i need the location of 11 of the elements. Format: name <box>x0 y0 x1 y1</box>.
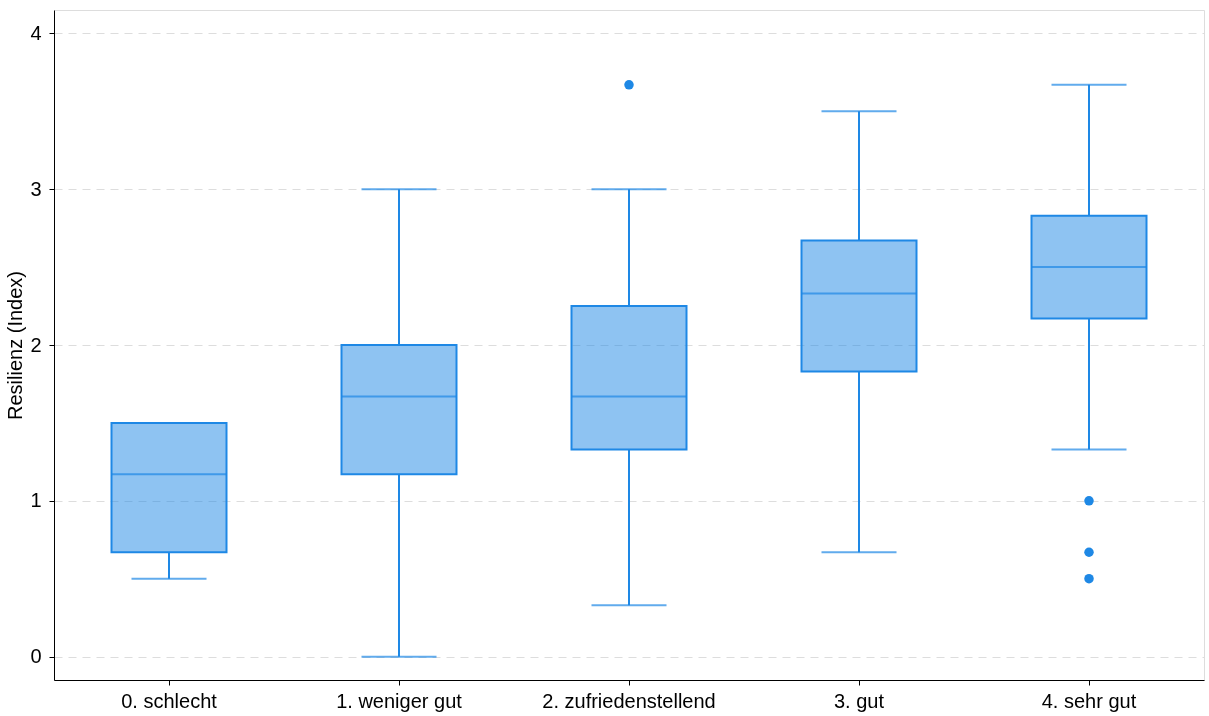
x-tick-label: 3. gut <box>833 689 885 712</box>
y-axis-title: Resilienz (Index) <box>4 271 27 420</box>
x-tick-label: 1. weniger gut <box>336 689 463 712</box>
y-tick-label: 0 <box>30 645 42 668</box>
x-tick-label: 0. schlecht <box>121 689 218 712</box>
y-tick-label: 4 <box>30 21 42 44</box>
y-tick-label: 3 <box>30 177 42 200</box>
y-tick-label: 2 <box>30 333 42 356</box>
y-tick-label: 1 <box>30 489 42 512</box>
x-tick-label: 2. zufriedenstellend <box>542 689 716 712</box>
x-tick-label: 4. sehr gut <box>1041 689 1137 712</box>
